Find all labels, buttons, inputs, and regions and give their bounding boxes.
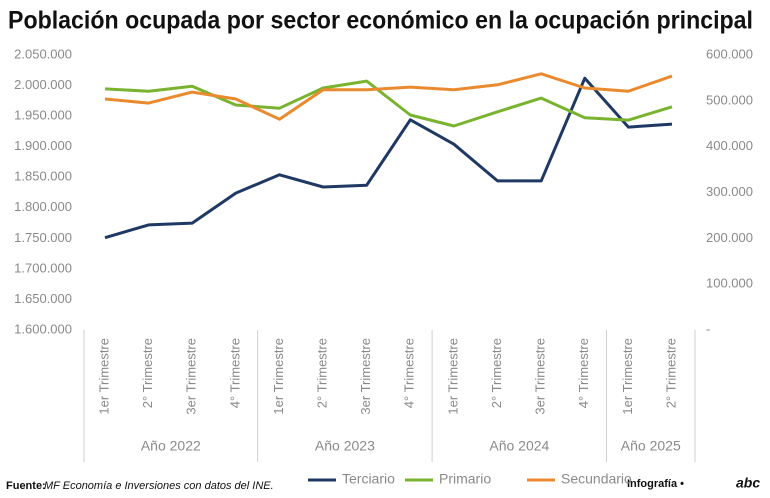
y-tick-label: 1.700.000: [14, 260, 72, 275]
y2-tick-label: 500.000: [706, 92, 753, 107]
y-tick-label: 1.800.000: [14, 199, 72, 214]
y-tick-label: 1.650.000: [14, 291, 72, 306]
y-tick-label: 2.050.000: [14, 46, 72, 61]
y2-tick-label: 300.000: [706, 184, 753, 199]
y-tick-label: 2.000.000: [14, 77, 72, 92]
y2-tick-label: 600.000: [706, 46, 753, 61]
source-label: Fuente:: [6, 480, 46, 492]
source: MF Economía e Inversiones con datos del …: [44, 480, 274, 492]
x-tick-label: 4° Trimestre: [227, 338, 242, 408]
legend-label: Terciario: [342, 471, 395, 487]
x-tick-label: 2° Trimestre: [489, 338, 504, 408]
chart-title: Población ocupada por sector económico e…: [8, 7, 753, 35]
credit: Infografía •: [627, 478, 684, 490]
series-line: [104, 72, 673, 121]
x-tick-label: 1er Trimestre: [620, 338, 635, 415]
group-label: Año 2022: [141, 438, 201, 454]
x-tick-label: 2° Trimestre: [140, 338, 155, 408]
x-tick-label: 3er Trimestre: [533, 338, 548, 415]
x-tick-label: 2° Trimestre: [315, 338, 330, 408]
y-tick-label: 1.950.000: [14, 108, 72, 123]
x-tick-label: 3er Trimestre: [184, 338, 199, 415]
y2-tick-label: -: [706, 321, 710, 336]
y-tick-label: 1.900.000: [14, 138, 72, 153]
y2-tick-label: 400.000: [706, 138, 753, 153]
logo: abc: [736, 475, 760, 491]
x-tick-label: 3er Trimestre: [358, 338, 373, 415]
series-line: [104, 76, 673, 240]
group-label: Año 2025: [621, 438, 681, 454]
x-tick-label: 1er Trimestre: [96, 338, 111, 415]
x-tick-label: 1er Trimestre: [445, 338, 460, 415]
y2-tick-label: 100.000: [706, 276, 753, 291]
y-tick-label: 1.750.000: [14, 230, 72, 245]
x-tick-label: 1er Trimestre: [271, 338, 286, 415]
y2-tick-label: 200.000: [706, 230, 753, 245]
series-line: [104, 79, 673, 128]
y-tick-label: 1.850.000: [14, 169, 72, 184]
legend-label: Secundario: [561, 471, 632, 487]
group-label: Año 2024: [489, 438, 549, 454]
x-tick-label: 4° Trimestre: [576, 338, 591, 408]
group-label: Año 2023: [315, 438, 375, 454]
x-tick-label: 4° Trimestre: [402, 338, 417, 408]
x-tick-label: 2° Trimestre: [663, 338, 678, 408]
legend-label: Primario: [439, 471, 491, 487]
y-tick-label: 1.600.000: [14, 321, 72, 336]
